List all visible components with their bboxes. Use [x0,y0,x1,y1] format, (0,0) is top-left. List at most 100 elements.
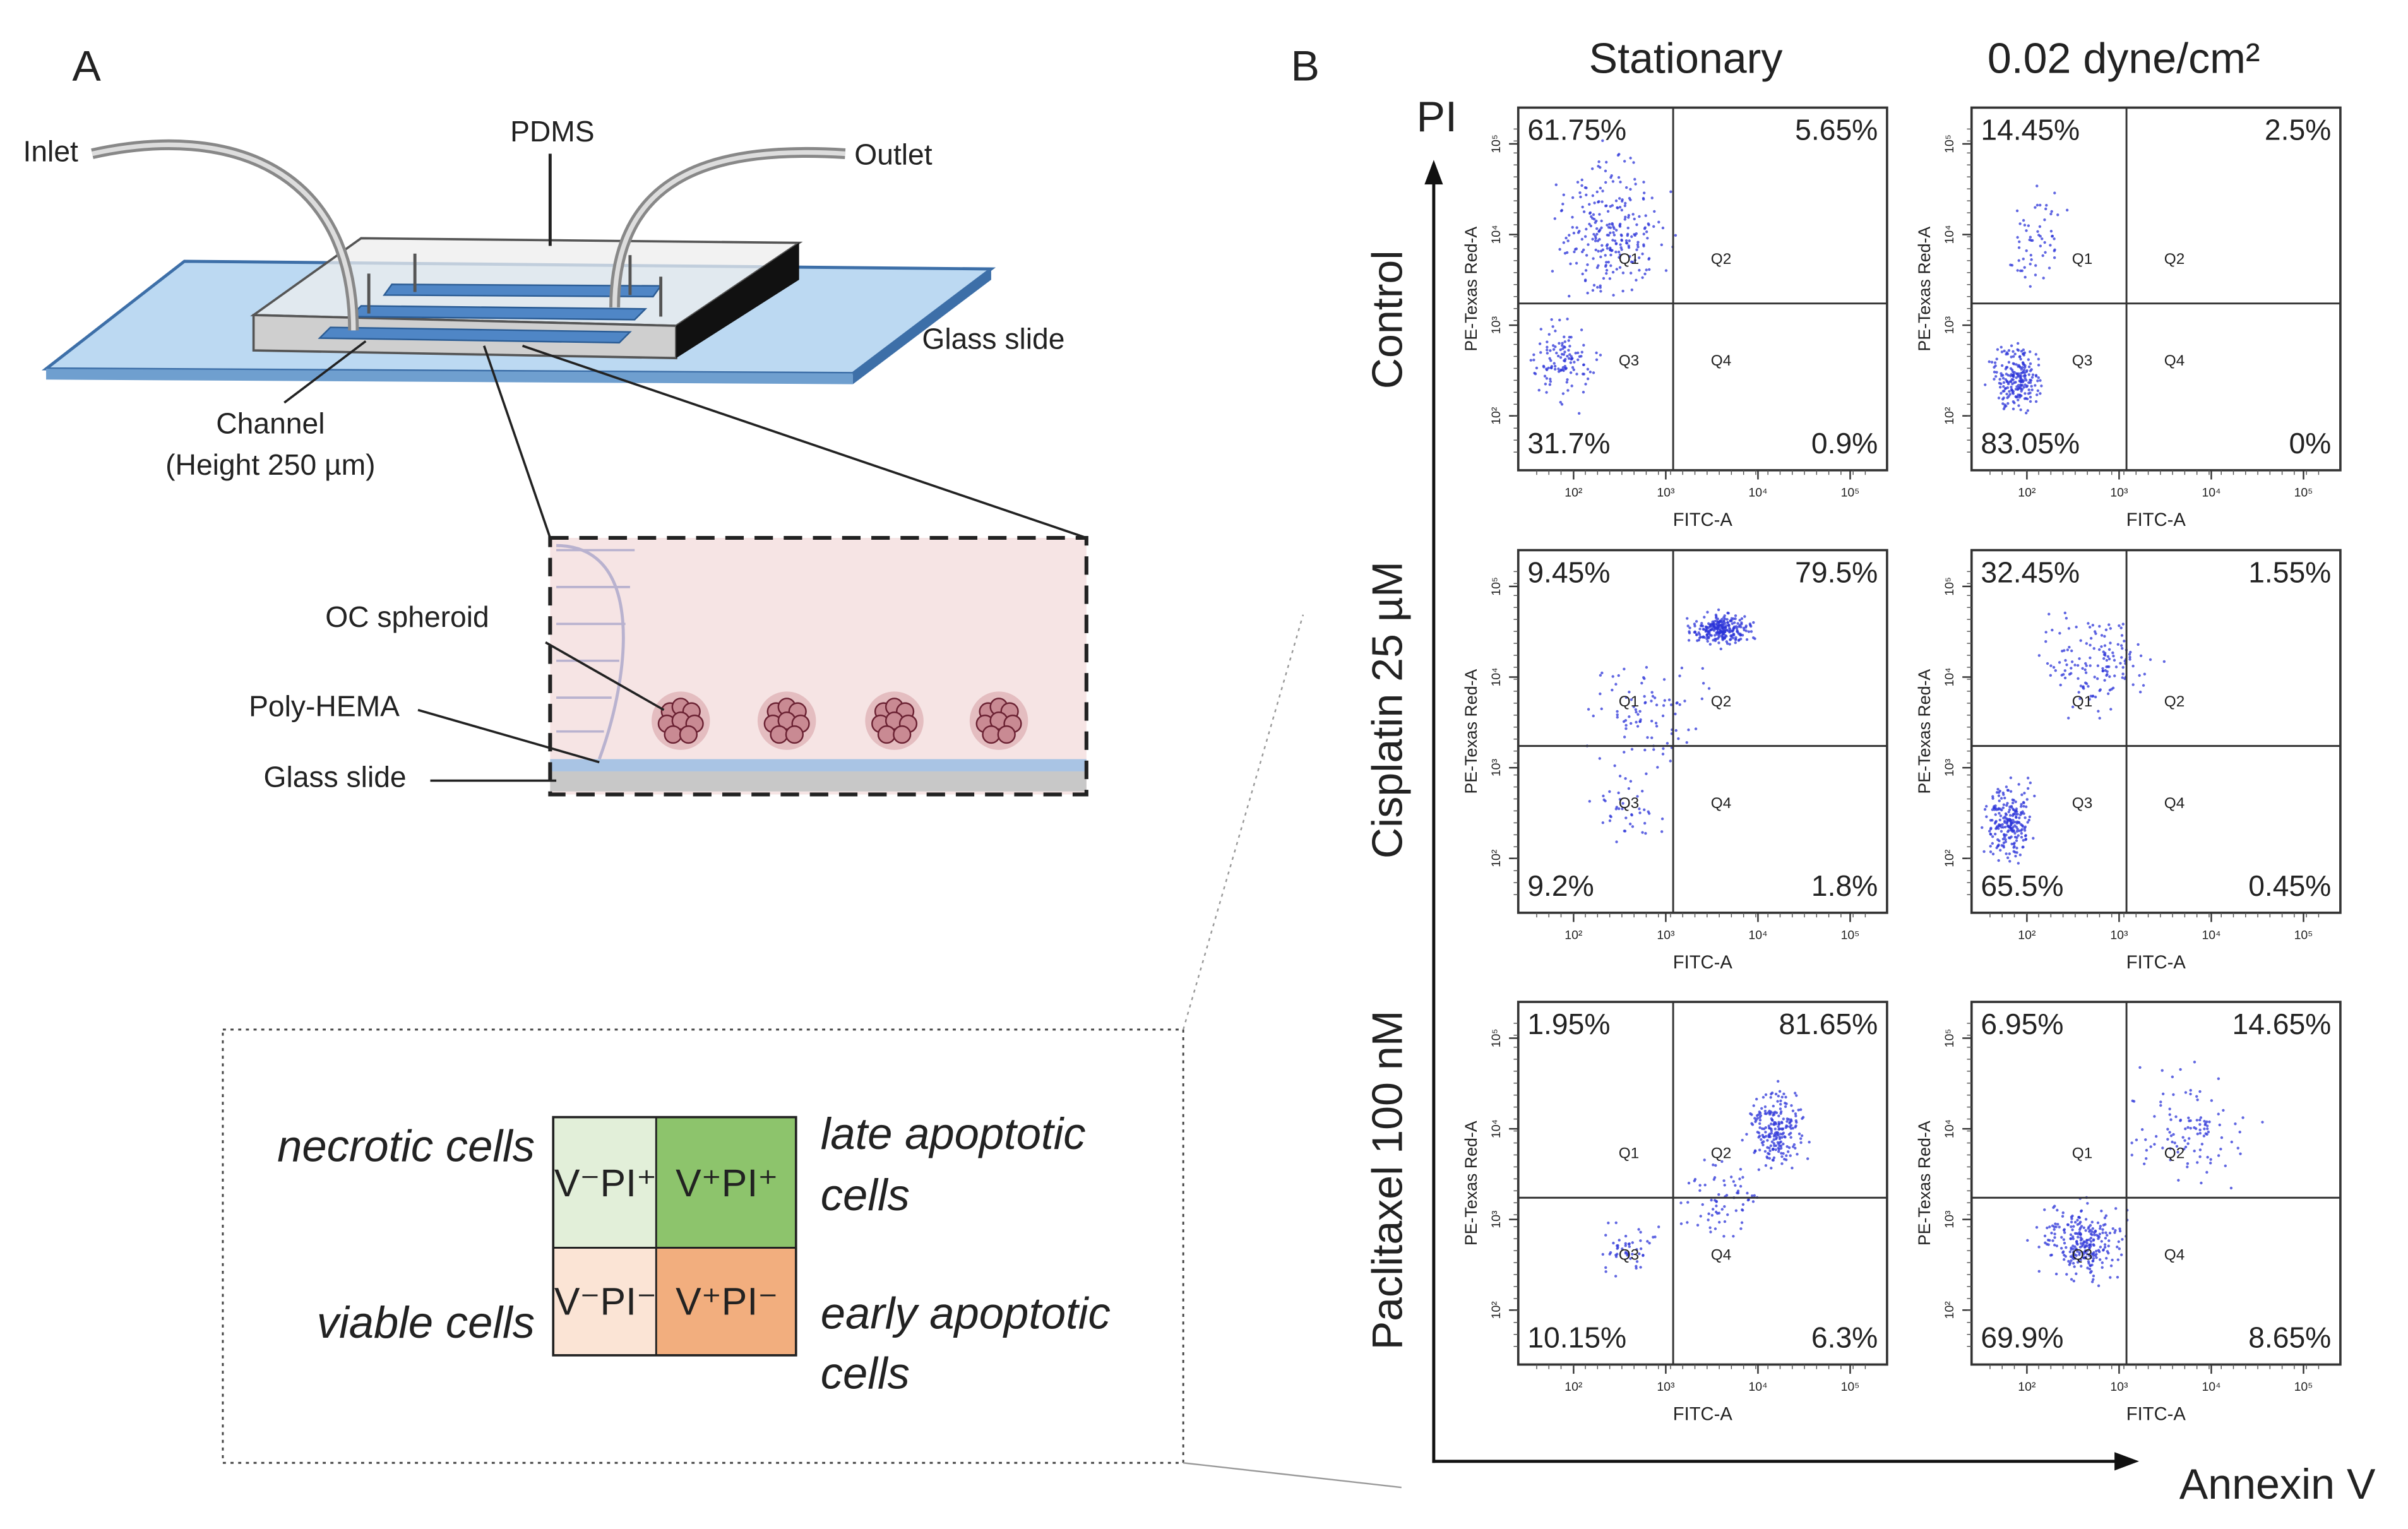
event-dot [2023,223,2027,227]
event-dot [1714,1210,1718,1214]
event-dot [1743,628,1746,632]
pdms-side [676,242,799,359]
gate-name: Q2 [2164,1145,2184,1162]
event-dot [1559,356,1563,359]
event-dot [1600,707,1603,711]
event-dot [1550,318,1553,321]
event-dot [1633,259,1637,262]
event-dot [1580,250,1584,254]
event-dot [1779,1146,1783,1150]
x-tick-label: 10⁴ [1748,486,1767,500]
event-dot [1619,246,1623,249]
event-dot [1706,640,1709,643]
poly-hema-layer [550,759,1087,771]
x-tick-label: 10³ [1657,1380,1675,1394]
event-dot [1592,257,1595,260]
event-dot [2189,1088,2192,1092]
event-dot [2230,1140,2233,1144]
event-dot [2088,1246,2091,1249]
event-dot [1736,1189,1740,1193]
event-dot [2186,1165,2189,1169]
event-dot [2092,1278,2095,1281]
event-dot [2084,671,2088,674]
spheroids [651,691,1028,750]
event-dot [1612,1241,1615,1245]
event-dot [1538,342,1542,345]
event-dot [2015,363,2018,366]
event-dot [2089,1256,2092,1259]
event-dot [2135,1138,2138,1141]
event-dot [2113,1231,2116,1234]
event-dot [1698,1184,1702,1187]
event-dot [2106,670,2109,674]
event-dot [2082,685,2085,688]
event-dot [2005,379,2009,383]
event-dot [1779,1107,1782,1110]
event-dot [2011,801,2015,805]
event-dot [1551,344,1555,347]
event-dot [2161,1069,2164,1072]
plot-x-label: FITC-A [2126,510,2186,530]
event-dot [2062,1258,2066,1261]
event-dot [1565,236,1568,240]
event-dot [2261,1121,2264,1124]
event-dot [1599,290,1602,293]
event-dot [1994,821,1998,824]
event-dot [2073,1257,2077,1260]
x-tick-label: 10² [2018,1380,2036,1394]
event-dot [1612,231,1615,234]
event-dot [1635,248,1638,251]
event-dot [2002,396,2005,400]
event-dot [1612,225,1615,229]
y-tick-label: 10³ [1489,316,1503,335]
event-dot [1727,612,1730,615]
event-dot [2088,1230,2091,1233]
event-dot [1611,270,1615,274]
event-dot [2131,664,2135,668]
event-dot [2007,348,2011,352]
event-dot [1635,710,1638,714]
event-dot [2229,1186,2233,1190]
event-dot [1574,352,1577,355]
event-dot [2008,390,2011,393]
gate-name: Q4 [2164,1247,2184,1264]
quadrant-percent: 31.7% [1527,427,1610,460]
event-dot [1756,1131,1760,1134]
event-dot [2161,1146,2164,1150]
event-dot [1660,817,1664,821]
event-dot [1628,255,1631,258]
event-dot [1580,237,1584,241]
event-dot [2176,1150,2179,1154]
event-dot [1720,625,1724,629]
event-dot [1994,833,1997,836]
event-dot [1739,1167,1743,1171]
event-dot [1583,235,1587,238]
event-dot [2019,269,2022,273]
event-dot [1723,1220,1727,1223]
event-dot [1688,631,1691,634]
event-dot [1595,190,1599,194]
event-dot [1572,368,1575,371]
event-dot [2187,1116,2190,1119]
event-dot [1642,181,1645,184]
event-dot [1638,1252,1641,1256]
event-dot [2017,348,2020,352]
event-dot [1780,1151,1783,1155]
event-dot [2114,1229,2117,1232]
event-dot [1633,177,1636,181]
event-dot [1768,1112,1772,1116]
event-dot [1749,630,1753,633]
event-dot [1639,1247,1643,1251]
event-dot [2166,1138,2169,1141]
event-dot [2097,710,2100,713]
event-dot [1609,205,1612,208]
y-tick-label: 10² [1489,1301,1503,1319]
event-dot [1584,269,1588,272]
event-dot [2077,1215,2080,1219]
event-dot [2153,1143,2156,1146]
event-dot [1998,378,2001,381]
event-dot [1549,380,1553,383]
event-dot [2130,1141,2133,1145]
quadrant-percent: 14.45% [1981,114,2080,146]
event-dot [1993,371,1996,374]
